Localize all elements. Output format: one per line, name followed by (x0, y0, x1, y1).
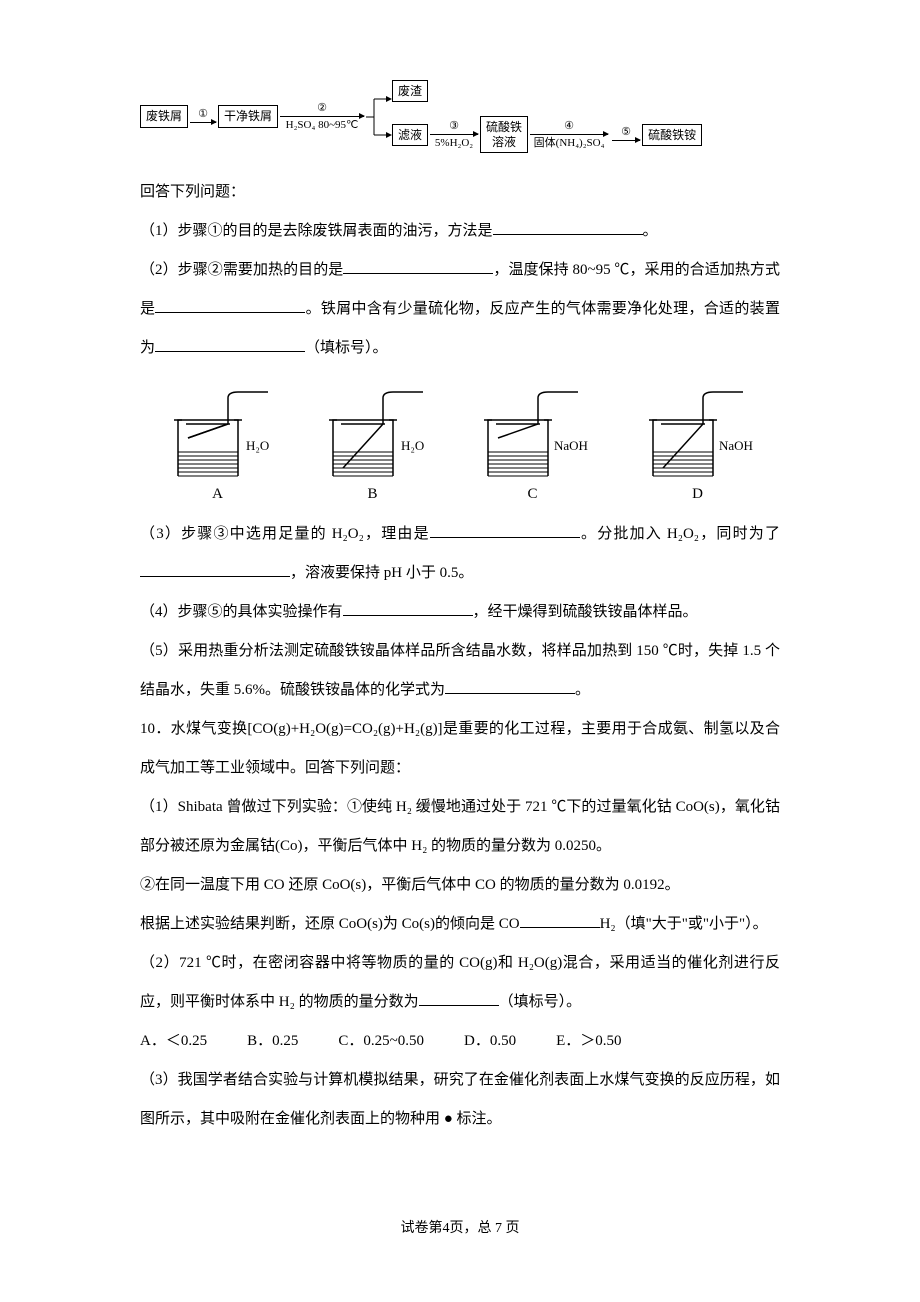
flow-arrow-1: ① (190, 108, 216, 125)
q5-blank (445, 678, 575, 695)
q2-blank-1 (343, 258, 493, 275)
question-10-2: （2）721 ℃时，在密闭容器中将等物质的量的 CO(g)和 H₂O(g)混合，… (140, 944, 780, 1022)
flow-arrow-3: ③ 5%H₂O₂ (430, 120, 478, 149)
q10-1c-text-a: 根据上述实验结果判断，还原 CoO(s)为 Co(s)的倾向是 CO (140, 916, 520, 932)
q3-text-c: ，溶液要保持 pH 小于 0.5。 (290, 565, 473, 581)
question-4: （4）步骤⑤的具体实验操作有 ，经干燥得到硫酸铁铵晶体样品。 (140, 593, 780, 632)
apparatus-A: H₂O A (158, 388, 278, 505)
question-1: （1）步骤①的目的是去除废铁屑表面的油污，方法是 。 (140, 212, 780, 251)
beaker-A-icon: H₂O (158, 388, 278, 478)
apparatus-B-label: B (367, 484, 377, 505)
answer-intro: 回答下列问题： (140, 173, 780, 212)
q10-2-text-b: （填标号）。 (499, 994, 582, 1010)
beaker-B-icon: H₂O (313, 388, 433, 478)
svg-text:NaOH: NaOH (554, 438, 588, 453)
flow-node-2: 干净铁屑 (218, 105, 278, 127)
flow-node-waste: 废渣 (392, 80, 428, 102)
q4-text-b: ，经干燥得到硫酸铁铵晶体样品。 (473, 604, 698, 620)
svg-text:H₂O: H₂O (246, 438, 269, 453)
q3-text-b: 。分批加入 H₂O₂，同时为了 (580, 526, 780, 542)
q4-blank (343, 600, 473, 617)
flow-branches: 废渣 滤液 ③ 5%H₂O₂ 硫酸铁 溶液 ④ 固体(NH₄)₂SO₄ ⑤ 硫酸… (392, 80, 702, 153)
flow-node-solution: 硫酸铁 溶液 (480, 116, 528, 153)
question-10-intro: 10．水煤气变换[CO(g)+H₂O(g)=CO₂(g)+H₂(g)]是重要的化… (140, 710, 780, 788)
beaker-D-icon: NaOH (633, 388, 763, 478)
q10-1c-blank (520, 912, 600, 929)
q5-text-b: 。 (575, 682, 590, 698)
q1-text: （1）步骤①的目的是去除废铁屑表面的油污，方法是 (140, 223, 493, 239)
q1-blank (493, 219, 643, 236)
page-footer: 试卷第4页，总 7 页 (140, 1219, 780, 1239)
q2-blank-3 (155, 336, 305, 353)
apparatus-options: H₂O A H₂O B NaOH C (140, 388, 780, 505)
apparatus-A-label: A (212, 484, 223, 505)
flow-node-product: 硫酸铁铵 (642, 124, 702, 146)
q3-blank-2 (140, 561, 290, 578)
apparatus-C: NaOH C (468, 388, 598, 505)
question-10-1b: ②在同一温度下用 CO 还原 CoO(s)，平衡后气体中 CO 的物质的量分数为… (140, 866, 780, 905)
option-D: D．0.50 (464, 1022, 516, 1061)
flow-arrow-2: ② H₂SO₄ 80~95℃ (280, 102, 364, 131)
question-5: （5）采用热重分析法测定硫酸铁铵晶体样品所含结晶水数，将样品加热到 150 ℃时… (140, 632, 780, 710)
q10-1c-text-b: H₂（填"大于"或"小于"）。 (600, 916, 768, 932)
apparatus-C-label: C (527, 484, 537, 505)
question-2: （2）步骤②需要加热的目的是，温度保持 80~95 ℃，采用的合适加热方式是。铁… (140, 251, 780, 368)
q2-blank-2 (155, 297, 305, 314)
option-B: B．0.25 (247, 1022, 298, 1061)
beaker-C-icon: NaOH (468, 388, 598, 478)
flow-split-icon (366, 87, 392, 147)
q1-end: 。 (643, 223, 658, 239)
flow-node-filtrate: 滤液 (392, 124, 428, 146)
question-10-2-options: A．＜0.25 B．0.25 C．0.25~0.50 D．0.50 E．＞0.5… (140, 1022, 780, 1061)
option-A: A．＜0.25 (140, 1022, 207, 1061)
question-10-1a: （1）Shibata 曾做过下列实验：①使纯 H₂ 缓慢地通过处于 721 ℃下… (140, 788, 780, 866)
option-C: C．0.25~0.50 (338, 1022, 424, 1061)
q4-text-a: （4）步骤⑤的具体实验操作有 (140, 604, 343, 620)
q10-2-blank (419, 990, 499, 1007)
flow-node-1: 废铁屑 (140, 105, 188, 127)
q3-text-a: （3）步骤③中选用足量的 H₂O₂，理由是 (140, 526, 430, 542)
question-10-3: （3）我国学者结合实验与计算机模拟结果，研究了在金催化剂表面上水煤气变换的反应历… (140, 1061, 780, 1139)
q3-blank-1 (430, 522, 580, 539)
svg-text:H₂O: H₂O (401, 438, 424, 453)
question-3: （3）步骤③中选用足量的 H₂O₂，理由是 。分批加入 H₂O₂，同时为了 ，溶液要… (140, 515, 780, 593)
q2-text-d: （填标号）。 (305, 340, 388, 356)
question-10-1c: 根据上述实验结果判断，还原 CoO(s)为 Co(s)的倾向是 CO H₂（填"大… (140, 905, 780, 944)
svg-text:NaOH: NaOH (719, 438, 753, 453)
flow-arrow-4: ④ 固体(NH₄)₂SO₄ (530, 120, 608, 149)
q2-text-a: （2）步骤②需要加热的目的是 (140, 262, 343, 278)
flow-arrow-5: ⑤ (612, 126, 640, 143)
process-flowchart: 废铁屑 ① 干净铁屑 ② H₂SO₄ 80~95℃ 废渣 滤液 ③ 5%H₂O₂… (140, 80, 780, 153)
apparatus-D: NaOH D (633, 388, 763, 505)
apparatus-D-label: D (692, 484, 703, 505)
apparatus-B: H₂O B (313, 388, 433, 505)
option-E: E．＞0.50 (556, 1022, 621, 1061)
